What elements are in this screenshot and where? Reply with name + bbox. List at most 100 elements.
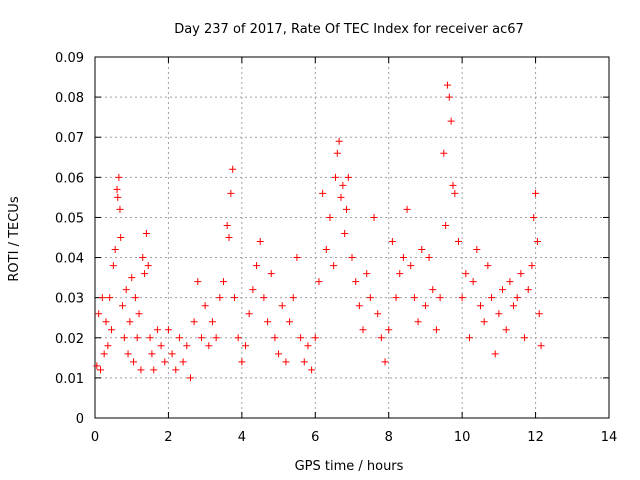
data-point-marker — [322, 246, 330, 254]
data-point-marker — [278, 302, 286, 310]
data-point-marker — [148, 350, 156, 358]
data-point-marker — [208, 318, 216, 326]
data-point-marker — [260, 294, 268, 302]
data-point-marker — [117, 234, 125, 241]
data-point-marker — [513, 294, 521, 302]
data-point-marker — [168, 350, 176, 358]
data-point-marker — [122, 286, 130, 294]
data-point-marker — [532, 189, 540, 197]
y-tick-label: 0.05 — [55, 211, 84, 226]
data-point-marker — [231, 294, 239, 302]
data-points — [93, 81, 545, 382]
data-point-marker — [381, 358, 389, 366]
data-point-marker — [488, 294, 496, 302]
y-tick-label: 0.06 — [55, 171, 84, 186]
data-point-marker — [484, 262, 492, 270]
data-point-marker — [183, 342, 191, 350]
data-point-marker — [234, 334, 242, 342]
data-point-marker — [533, 238, 541, 246]
data-point-marker — [445, 93, 453, 101]
data-point-marker — [458, 294, 466, 302]
data-point-marker — [115, 173, 123, 181]
data-point-marker — [502, 326, 510, 334]
data-point-marker — [370, 213, 378, 221]
data-point-marker — [528, 262, 536, 270]
data-point-marker — [352, 278, 360, 286]
data-point-marker — [212, 334, 220, 342]
data-point-marker — [319, 189, 327, 197]
data-point-marker — [300, 358, 308, 366]
y-tick-label: 0 — [76, 412, 84, 427]
data-point-marker — [256, 238, 264, 246]
data-point-marker — [432, 326, 440, 334]
data-point-marker — [153, 326, 161, 334]
data-point-marker — [429, 286, 437, 294]
data-point-marker — [282, 358, 290, 366]
data-point-marker — [126, 318, 134, 326]
data-point-marker — [141, 270, 149, 278]
data-point-marker — [100, 350, 108, 358]
data-point-marker — [223, 221, 231, 229]
data-point-marker — [331, 173, 339, 181]
data-point-marker — [414, 318, 422, 326]
data-point-marker — [311, 334, 319, 342]
data-point-marker — [220, 278, 227, 286]
data-point-marker — [403, 205, 411, 213]
data-point-marker — [499, 286, 507, 294]
data-point-marker — [451, 189, 459, 197]
data-point-marker — [304, 342, 312, 350]
y-tick-label: 0.04 — [55, 252, 84, 267]
data-point-marker — [175, 334, 183, 342]
data-point-marker — [418, 246, 426, 254]
data-point-marker — [108, 326, 116, 334]
data-point-marker — [344, 173, 352, 181]
data-point-marker — [242, 342, 250, 350]
y-tick-label: 0.07 — [55, 131, 84, 146]
data-point-marker — [186, 374, 194, 382]
y-tick-label: 0.02 — [55, 332, 84, 347]
data-point-marker — [97, 366, 105, 374]
data-point-marker — [116, 205, 124, 213]
data-point-marker — [399, 254, 407, 262]
data-point-marker — [341, 229, 349, 237]
data-point-marker — [377, 334, 385, 342]
x-axis-label: GPS time / hours — [295, 459, 404, 474]
data-point-marker — [190, 318, 198, 326]
data-point-marker — [385, 326, 393, 334]
data-point-marker — [114, 193, 122, 201]
data-point-marker — [491, 350, 499, 358]
data-point-marker — [440, 149, 448, 157]
data-point-marker — [128, 274, 136, 282]
data-point-marker — [436, 294, 444, 302]
data-point-marker — [179, 358, 187, 366]
data-point-marker — [537, 342, 545, 350]
data-point-marker — [102, 318, 110, 326]
data-point-marker — [227, 189, 235, 197]
data-point-marker — [326, 213, 334, 221]
data-point-marker — [216, 294, 224, 302]
data-point-marker — [93, 362, 101, 370]
data-point-marker — [524, 286, 532, 294]
y-tick-label: 0.08 — [55, 91, 84, 106]
x-tick-label: 2 — [164, 430, 172, 445]
data-point-marker — [473, 246, 481, 254]
data-point-marker — [337, 193, 345, 201]
data-point-marker — [443, 81, 451, 89]
data-point-marker — [355, 302, 363, 310]
plot-frame — [94, 56, 610, 419]
data-point-marker — [442, 221, 450, 229]
data-point-marker — [521, 334, 529, 342]
data-point-marker — [510, 302, 518, 310]
data-point-marker — [517, 270, 525, 278]
data-point-marker — [197, 334, 205, 342]
data-point-marker — [146, 334, 154, 342]
data-point-marker — [342, 205, 350, 213]
data-point-marker — [315, 278, 323, 286]
axis-ticks: 0 2 4 6 8 10 12 14 0 0.01 0.02 0.03 0.04 0.05 0.06 0.07… — [55, 51, 617, 445]
data-point-marker — [495, 310, 503, 318]
data-point-marker — [333, 149, 341, 157]
data-point-marker — [447, 117, 455, 125]
data-point-marker — [297, 334, 305, 342]
